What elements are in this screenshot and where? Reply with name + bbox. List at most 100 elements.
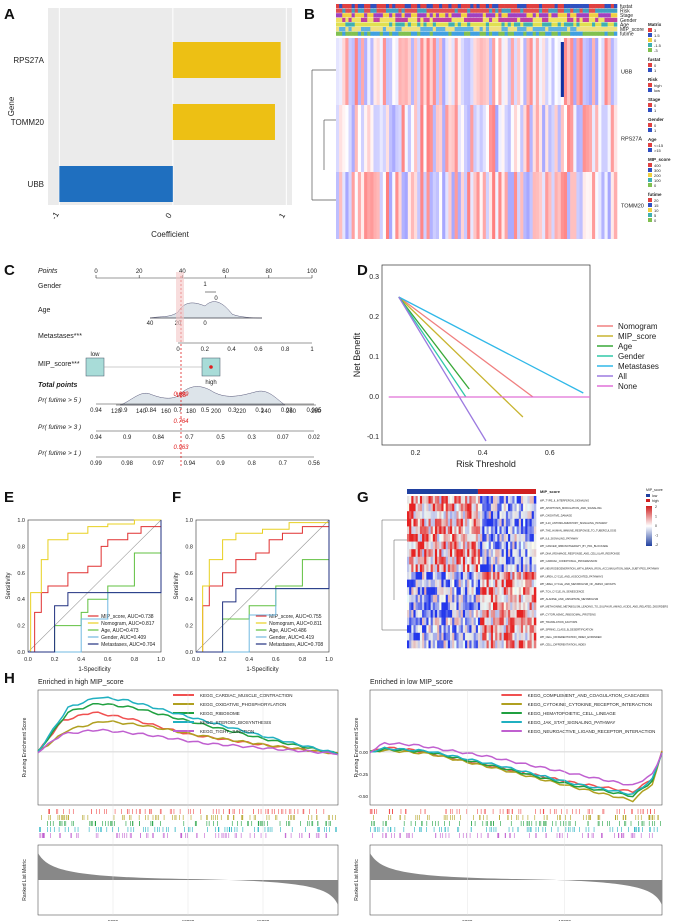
panel-g-heat-cell xyxy=(473,587,477,596)
panel-b-annotation-cell xyxy=(370,22,374,27)
panel-g-heat-cell xyxy=(424,526,427,535)
panel-g-heat-cell xyxy=(505,640,509,649)
panel-b-annotation-cell xyxy=(517,13,521,18)
panel-b-annotation-cell xyxy=(576,27,580,32)
panel-f-diagonal xyxy=(195,519,330,653)
panel-g-heat-cell xyxy=(508,587,511,596)
panel-g-heat-cell xyxy=(409,602,412,611)
panel-g-heat-cell xyxy=(495,549,498,558)
panel-g-heat-cell xyxy=(514,511,517,520)
panel-g-heat-cell xyxy=(422,549,425,558)
panel-g-heat-cell xyxy=(462,556,466,565)
panel-g-heat-cell xyxy=(417,572,421,580)
panel-c-tick-label: 260 xyxy=(286,409,297,415)
panel-g-heat-cell xyxy=(430,640,434,649)
panel-g-heat-cell xyxy=(482,511,485,520)
panel-b-legend-item: high xyxy=(654,83,662,88)
panel-b-annotation-cell xyxy=(395,8,399,13)
panel-g-heat-cell xyxy=(437,610,440,618)
panel-g-row-label: WP_SPRING_CLASS_B_DESERTIFICATION xyxy=(540,628,593,632)
panel-b-annotation-cell xyxy=(592,31,596,36)
panel-g-heat-cell xyxy=(450,518,453,527)
panel-g-heat-cell xyxy=(531,640,535,649)
panel-b-heat-cell xyxy=(389,105,393,172)
panel-b-legend-item: 0 xyxy=(654,123,657,128)
panel-g-heat-cell xyxy=(499,518,502,527)
panel-b-annotation-cell xyxy=(454,8,459,13)
panel-g-heat-cell xyxy=(434,625,438,634)
panel-g-heat-cell xyxy=(443,518,446,527)
panel-b-heat-cell xyxy=(492,38,496,105)
panel-g-heat-cell xyxy=(520,587,524,596)
panel-f-legend-label: Age, AUC=0.486 xyxy=(269,628,307,634)
panel-g-heat-cell xyxy=(437,526,440,535)
panel-b-heat-cell xyxy=(470,105,474,172)
panel-g-heat-cell xyxy=(499,534,502,542)
panel-g-heat-cell xyxy=(441,556,444,565)
panel-g-heat-cell xyxy=(471,594,474,603)
panel-g-heat-cell xyxy=(497,572,500,580)
panel-b-annotation-cell xyxy=(435,17,440,22)
panel-g-heat-cell xyxy=(488,518,492,527)
panel-g-heat-cell xyxy=(529,564,532,573)
panel-b-legend-swatch xyxy=(648,63,652,67)
panel-g-heat-cell xyxy=(503,511,507,520)
panel-b-annotation-cell xyxy=(532,13,537,18)
panel-g-heat-cell xyxy=(437,632,440,641)
panel-g-heat-cell xyxy=(441,587,444,596)
panel-g-heat-cell xyxy=(490,602,494,611)
panel-c-tick-label: 0.1 xyxy=(255,408,264,414)
panel-b-annotation-cell xyxy=(464,22,468,27)
panel-g-heat-cell xyxy=(424,503,427,512)
panel-b-annotation-cell xyxy=(604,27,608,32)
panel-g-heat-cell xyxy=(445,625,449,634)
panel-b-heat-cell xyxy=(579,38,583,105)
panel-g-heat-cell xyxy=(520,518,524,527)
panel-g-heat-cell xyxy=(503,534,507,542)
panel-b-annotation-cell xyxy=(351,8,356,13)
panel-g-heat-cell xyxy=(471,587,474,596)
panel-b-annotation-cell xyxy=(501,27,505,32)
panel-g-heat-cell xyxy=(471,496,474,504)
panel-g-heat-cell xyxy=(424,625,427,634)
panel-g-heat-cell xyxy=(452,625,455,634)
panel-g-heat-cell xyxy=(428,632,431,641)
panel-g-heat-cell xyxy=(460,496,464,504)
panel-b-legend-title: Gender xyxy=(648,117,664,122)
panel-f-xtick: 0.6 xyxy=(272,657,280,663)
panel-g-heat-cell xyxy=(484,541,487,550)
panel-b-annotation-cell xyxy=(354,27,359,32)
panel-g-heat-cell xyxy=(488,526,492,535)
panel-h2-legend-label: KEGG_JAK_STAT_SIGNALING_PATHWAY xyxy=(528,720,616,725)
panel-g-heat-cell xyxy=(407,625,410,634)
panel-g-heat-cell xyxy=(452,594,455,603)
panel-b-annotation-cell xyxy=(445,4,449,9)
panel-g-heat-cell xyxy=(473,496,477,504)
panel-b-annotation-cell xyxy=(554,13,558,18)
panel-f-ytick: 1.0 xyxy=(185,518,193,524)
panel-b-heat-cell xyxy=(532,105,537,172)
panel-b-annotation-cell xyxy=(395,22,399,27)
panel-b-heat-cell xyxy=(342,172,346,239)
panel-b-annotation-cell xyxy=(367,22,371,27)
panel-g-heat-cell xyxy=(426,511,429,520)
panel-g-heat-cell xyxy=(415,556,419,565)
panel-g-heat-cell xyxy=(445,556,449,565)
panel-g-heat-cell xyxy=(514,625,517,634)
panel-b-annotation-cell xyxy=(532,31,537,36)
panel-g-heat-cell xyxy=(525,503,528,512)
panel-g-heat-cell xyxy=(475,640,479,649)
panel-g-heat-cell xyxy=(493,549,496,558)
panel-b-annotation-cell xyxy=(442,13,446,18)
panel-g-heat-cell xyxy=(450,564,453,573)
panel-g-heat-cell xyxy=(462,625,466,634)
panel-b-heat-cell xyxy=(588,105,593,172)
panel-g-heat-cell xyxy=(441,541,444,550)
panel-b-annotation-cell xyxy=(370,13,374,18)
panel-b-annotation-cell xyxy=(345,31,349,36)
panel-b-legend-swatch xyxy=(648,123,652,127)
panel-b-heat-cell xyxy=(542,105,546,172)
panel-b-heat-cell xyxy=(417,105,421,172)
panel-g-heat-cell xyxy=(462,587,466,596)
panel-b-heat-cell xyxy=(376,172,381,239)
